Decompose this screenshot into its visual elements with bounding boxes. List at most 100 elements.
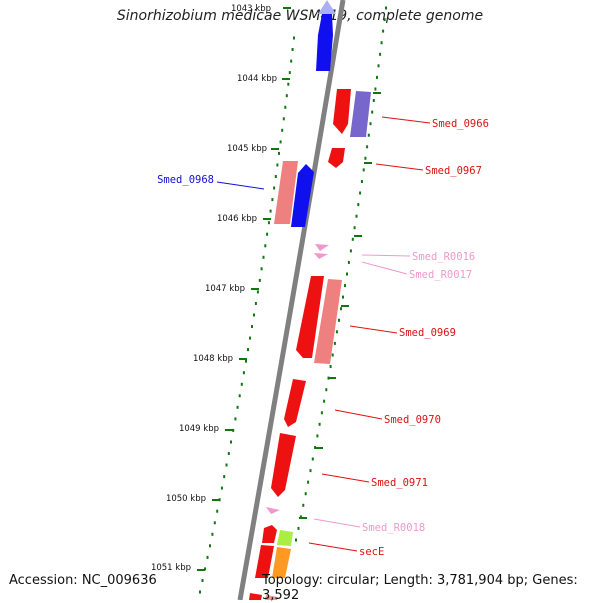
track-dot (383, 18, 386, 22)
track-dot (287, 82, 290, 86)
inner-dotted-track (199, 36, 295, 594)
track-dot (355, 214, 358, 218)
cds-arrow-smed-0971[interactable] (271, 433, 296, 497)
track-dot (323, 399, 326, 403)
cds-arrow-sece[interactable] (255, 545, 274, 578)
track-dot (295, 538, 297, 542)
tick-label: 1046 kbp (217, 214, 257, 224)
cds-arrow-pale[interactable] (274, 161, 298, 224)
track-dot (281, 128, 284, 132)
track-dot (302, 503, 305, 507)
tick-label: 1050 kbp (166, 494, 206, 504)
leader-smed-0970 (334, 409, 383, 420)
genome-stats-text: Topology: circular; Length: 3,781,904 bp… (262, 573, 578, 603)
track-dot (291, 48, 294, 51)
track-dot (276, 163, 279, 167)
track-dot (359, 191, 362, 195)
track-dot (380, 41, 383, 45)
tick-label: 1048 kbp (193, 354, 233, 364)
cds-arrow-smed-0967[interactable] (328, 148, 345, 168)
cds-arrow-pale-0969[interactable] (314, 279, 342, 364)
tick-label: 1044 kbp (237, 74, 277, 84)
track-dot (335, 330, 338, 334)
track-dot (353, 226, 356, 230)
cds-arrow-minus[interactable] (316, 14, 333, 71)
gene-label-smed-r0018[interactable]: Smed_R0018 (362, 522, 425, 534)
leader-smed-0967 (375, 163, 424, 171)
leader-smed-0968 (216, 181, 265, 190)
track-dot (366, 145, 369, 149)
track-dot (264, 244, 267, 248)
track-dot (293, 36, 295, 40)
track-dot (236, 405, 239, 409)
track-dot (227, 452, 230, 455)
gene-label-smed-r0016[interactable]: Smed_R0016 (412, 251, 475, 263)
track-dot (320, 411, 323, 415)
track-dot (251, 325, 253, 328)
rna-smed-r0016[interactable] (315, 244, 329, 251)
track-dot (385, 6, 387, 10)
track-dot (247, 348, 249, 352)
track-dot (307, 480, 310, 484)
gene-label-smed-0969[interactable]: Smed_0969 (399, 327, 456, 339)
track-dot (329, 365, 332, 368)
track-dot (369, 122, 372, 126)
track-dot (347, 260, 350, 264)
track-dot (240, 382, 243, 386)
track-dot (299, 515, 302, 519)
track-dot (311, 457, 314, 461)
rna-smed-r0017[interactable] (314, 253, 328, 259)
outer-dotted-track (295, 6, 387, 542)
gene-label-smed-0966[interactable]: Smed_0966 (432, 118, 489, 130)
cds-arrow-minus (318, 0, 336, 14)
gene-label-smed-0968[interactable]: Smed_0968 (157, 174, 214, 186)
track-dot (245, 359, 247, 363)
track-dot (364, 156, 367, 160)
track-dot (273, 186, 276, 190)
outer-ticks (299, 92, 381, 519)
track-dot (220, 486, 223, 490)
leader-sece (308, 542, 358, 552)
accession-text: Accession: NC_009636 (9, 573, 157, 588)
cds-arrow-smed-0970[interactable] (284, 379, 306, 427)
cds-arrow-red[interactable] (262, 525, 277, 543)
track-dot (325, 388, 328, 392)
track-dot (360, 180, 363, 183)
cds-arrow-bottom[interactable] (249, 593, 262, 600)
track-dot (382, 29, 385, 33)
cds-arrow-smed-0966b[interactable] (350, 91, 371, 137)
track-dot (204, 567, 206, 571)
cds-arrow-bottom-pale[interactable] (265, 595, 278, 600)
gene-label-smed-0967[interactable]: Smed_0967 (425, 165, 482, 177)
track-dot (242, 371, 245, 375)
track-dot (304, 492, 307, 496)
gene-label-smed-r0017[interactable]: Smed_R0017 (409, 269, 472, 281)
track-dot (238, 394, 241, 398)
cds-arrow-smed-0969[interactable] (296, 276, 324, 358)
gene-label-smed-0970[interactable]: Smed_0970 (384, 414, 441, 426)
leader-smed-0971 (321, 473, 370, 483)
gene-label-sece[interactable]: secE (359, 546, 384, 558)
track-dot (349, 249, 352, 253)
track-dot (282, 117, 285, 121)
gene-labels: Smed_0966 Smed_0967 Smed_0968 Smed_R0016… (157, 118, 489, 558)
rna-smed-r0018[interactable] (266, 507, 280, 514)
track-dot (374, 87, 377, 91)
track-dot (316, 434, 319, 438)
tick-label: 1045 kbp (227, 144, 267, 154)
track-dot (357, 203, 360, 207)
cds-arrow-smed-0966[interactable] (333, 89, 351, 134)
genome-backbone (237, 0, 346, 600)
cds-arrow-orange[interactable] (272, 547, 291, 578)
track-dot (234, 417, 237, 421)
track-dot (260, 267, 263, 271)
track-dot (279, 140, 282, 144)
track-dot (216, 509, 219, 513)
gene-label-smed-0971[interactable]: Smed_0971 (371, 477, 428, 489)
scale-ticks: 1043 kbp 1044 kbp 1045 kbp 1046 kbp 1047… (151, 4, 291, 573)
track-dot (331, 353, 334, 357)
track-dot (340, 307, 342, 311)
track-dot (333, 341, 336, 345)
cds-arrow-smed-0968[interactable] (291, 164, 314, 227)
cds-arrow-lime[interactable] (277, 530, 293, 546)
